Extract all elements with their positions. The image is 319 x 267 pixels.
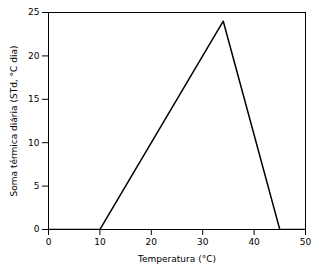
- svg-text:25: 25: [28, 7, 39, 17]
- svg-text:30: 30: [197, 237, 209, 247]
- svg-text:50: 50: [300, 237, 312, 247]
- svg-text:15: 15: [28, 94, 39, 104]
- svg-text:5: 5: [34, 181, 40, 191]
- svg-text:0: 0: [46, 237, 52, 247]
- svg-text:10: 10: [28, 138, 40, 148]
- svg-text:10: 10: [94, 237, 106, 247]
- svg-text:20: 20: [146, 237, 158, 247]
- svg-text:Soma térmica diária (STd, °C d: Soma térmica diária (STd, °C dia): [9, 46, 19, 197]
- svg-text:20: 20: [28, 51, 40, 61]
- svg-text:40: 40: [248, 237, 260, 247]
- svg-text:Temperatura (°C): Temperatura (°C): [137, 254, 216, 264]
- svg-text:0: 0: [34, 224, 40, 234]
